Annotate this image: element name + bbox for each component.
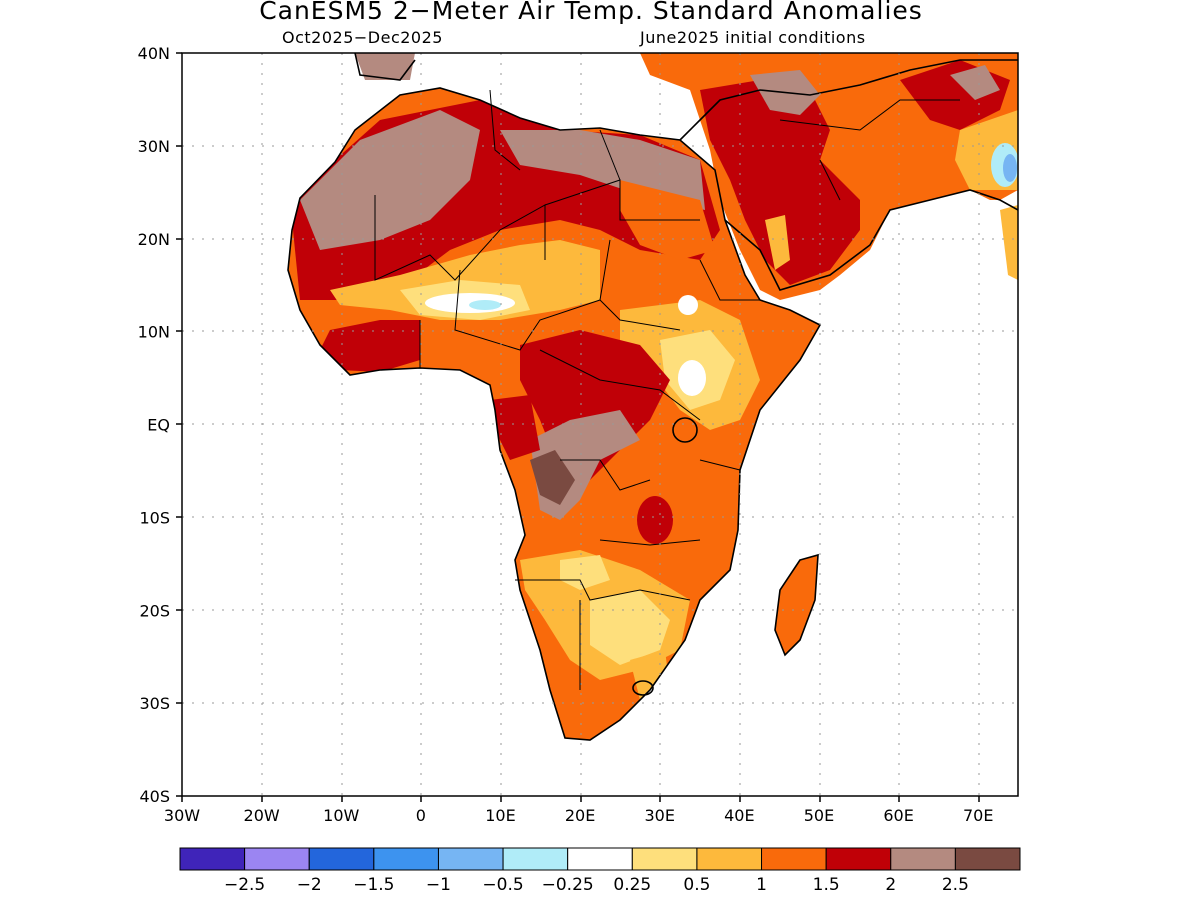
colorbar-swatch xyxy=(825,847,892,871)
longitude-label: 10W xyxy=(323,806,359,825)
colorbar-labels: −2.5 −2 −1.5 −1 −0.5 −0.25 0.25 0.5 1 1.5 2 2.5 xyxy=(224,875,969,895)
longitude-label: 20E xyxy=(565,806,595,825)
colorbar-swatch xyxy=(890,847,956,871)
colorbar-label: 2 xyxy=(885,875,896,895)
longitude-label: 30W xyxy=(164,806,200,825)
latitude-label: 40N xyxy=(138,44,170,63)
colorbar-label: 2.5 xyxy=(942,875,969,895)
latitude-label: 10S xyxy=(139,508,170,527)
longitude-label: 20W xyxy=(244,806,280,825)
colorbar-swatch xyxy=(373,847,439,871)
coastlines xyxy=(287,53,1018,741)
longitude-label: 0 xyxy=(416,806,426,825)
latitude-labels: 40N 30N 20N 10N EQ 10S 20S 30S 40S xyxy=(138,44,170,806)
latitude-label: 40S xyxy=(139,787,170,806)
latitude-label: 10N xyxy=(138,323,170,342)
anomaly-field xyxy=(288,53,1018,740)
colorbar-swatch xyxy=(631,847,698,871)
colorbar-swatch xyxy=(696,847,763,871)
longitude-label: 30E xyxy=(644,806,674,825)
longitude-label: 60E xyxy=(883,806,913,825)
colorbar-swatch xyxy=(954,847,1021,871)
colorbar-label: −2 xyxy=(297,875,322,895)
longitude-labels: 30W 20W 10W 0 10E 20E 30E 40E 50E 60E 70E xyxy=(164,806,994,825)
colorbar-label: −1 xyxy=(426,875,451,895)
latitude-label: 20S xyxy=(139,601,170,620)
longitude-label: 50E xyxy=(804,806,834,825)
colorbar-label: 0.25 xyxy=(613,875,651,895)
colorbar xyxy=(179,847,1021,871)
colorbar-swatch xyxy=(437,847,504,871)
colorbar-label: −0.25 xyxy=(542,875,594,895)
latitude-label: 30N xyxy=(138,137,170,156)
colorbar-label: −0.5 xyxy=(482,875,523,895)
axis-ticks xyxy=(176,52,980,802)
latitude-label: EQ xyxy=(147,416,170,435)
colorbar-label: 1 xyxy=(756,875,767,895)
colorbar-swatch xyxy=(244,847,310,871)
colorbar-swatch xyxy=(308,847,375,871)
longitude-label: 10E xyxy=(485,806,515,825)
colorbar-swatch xyxy=(567,847,633,871)
colorbar-swatch xyxy=(761,847,827,871)
colorbar-label: 0.5 xyxy=(683,875,710,895)
initial-conditions: June2025 initial conditions xyxy=(640,28,866,47)
graticule xyxy=(182,53,1018,796)
map-title: CanESM5 2−Meter Air Temp. Standard Anoma… xyxy=(259,0,923,25)
longitude-label: 70E xyxy=(963,806,993,825)
colorbar-label: −2.5 xyxy=(224,875,265,895)
longitude-label: 40E xyxy=(724,806,754,825)
colorbar-label: 1.5 xyxy=(813,875,840,895)
latitude-label: 20N xyxy=(138,230,170,249)
colorbar-label: −1.5 xyxy=(353,875,394,895)
latitude-label: 30S xyxy=(139,694,170,713)
colorbar-swatch xyxy=(179,847,246,871)
colorbar-swatch xyxy=(502,847,569,871)
forecast-period: Oct2025−Dec2025 xyxy=(282,28,443,47)
